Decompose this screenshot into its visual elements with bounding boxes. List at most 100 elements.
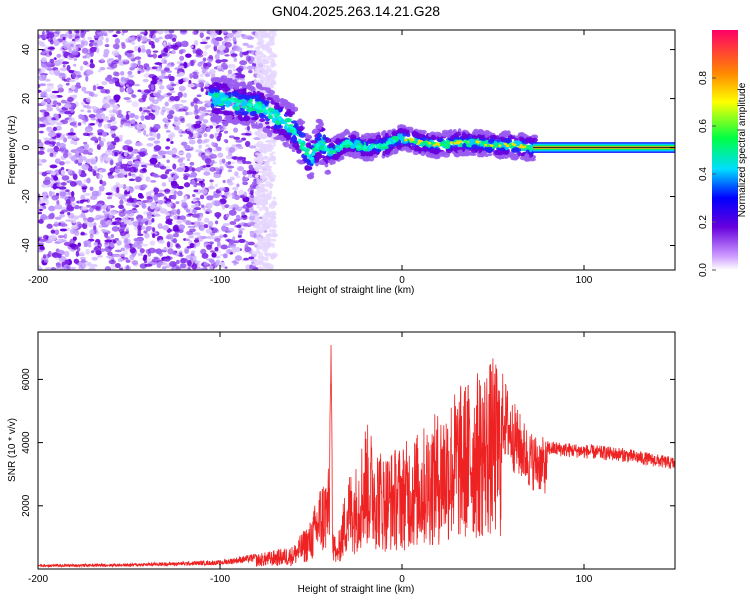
- heatmap-cell: [122, 208, 126, 213]
- heatmap-cell: [263, 78, 267, 82]
- heatmap-cell: [91, 190, 100, 197]
- heatmap-cell: [260, 256, 266, 260]
- heatmap-cell: [144, 220, 149, 226]
- heatmap-cell: [270, 58, 275, 61]
- heatmap-cell: [224, 230, 232, 234]
- heatmap-cell: [197, 78, 205, 81]
- heatmap-cell: [159, 53, 168, 57]
- heatmap-cell: [450, 135, 455, 140]
- heatmap-cell: [417, 139, 421, 143]
- heatmap-cell: [200, 267, 206, 270]
- heatmap-cell: [292, 142, 300, 148]
- heatmap-cell: [114, 80, 120, 87]
- heatmap-cell: [126, 52, 133, 58]
- heatmap-cell: [79, 65, 84, 71]
- heatmap-cell: [263, 160, 270, 166]
- heatmap-cell: [70, 244, 79, 250]
- heatmap-cell: [242, 159, 247, 164]
- heatmap-cell: [137, 47, 141, 53]
- heatmap-cell: [180, 117, 185, 123]
- heatmap-cell: [315, 157, 320, 163]
- heatmap-cell: [50, 229, 56, 234]
- heatmap-cell: [258, 160, 263, 165]
- heatmap-cell: [76, 221, 82, 227]
- heatmap-cell: [233, 240, 240, 244]
- heatmap-cell: [256, 42, 263, 46]
- heatmap-cell: [266, 96, 274, 101]
- heatmap-cell: [131, 41, 136, 45]
- heatmap-cell: [92, 170, 97, 177]
- heatmap-cell: [194, 237, 199, 241]
- heatmap-cell: [263, 100, 270, 105]
- heatmap-cell: [215, 108, 220, 113]
- heatmap-cell: [146, 257, 152, 263]
- heatmap-cell: [357, 145, 362, 149]
- heatmap-cell: [173, 117, 179, 123]
- heatmap-cell: [112, 34, 118, 38]
- heatmap-cell: [114, 249, 122, 253]
- heatmap-cell: [262, 248, 268, 252]
- heatmap-cell: [140, 218, 147, 223]
- heatmap-cell: [205, 211, 210, 214]
- heatmap-cell: [199, 180, 204, 184]
- heatmap-cell: [242, 169, 248, 176]
- heatmap-cell: [209, 87, 215, 94]
- heatmap-marks: [38, 30, 675, 270]
- heatmap-cell: [219, 82, 228, 89]
- heatmap-cell: [154, 92, 161, 98]
- heatmap-cell: [217, 52, 224, 56]
- heatmap-cell: [96, 109, 102, 114]
- heatmap-cell: [241, 100, 247, 107]
- heatmap-cell: [213, 200, 221, 207]
- heatmap-cell: [141, 111, 146, 115]
- heatmap-cell: [350, 134, 356, 139]
- heatmap-cell: [48, 205, 56, 212]
- x-tick-label: 0: [399, 574, 405, 585]
- heatmap-cell: [336, 151, 341, 158]
- heatmap-cell: [242, 42, 249, 46]
- heatmap-cell: [340, 155, 344, 159]
- heatmap-cell: [73, 58, 78, 61]
- heatmap-cell: [278, 117, 282, 121]
- heatmap-cell: [215, 59, 222, 64]
- heatmap-cell: [216, 214, 220, 219]
- heatmap-cell: [492, 134, 497, 139]
- colorbar-gradient: [712, 30, 738, 270]
- heatmap-cell: [181, 40, 189, 47]
- heatmap-cell: [131, 94, 137, 99]
- heatmap-cell: [311, 153, 316, 156]
- heatmap-cell: [86, 261, 92, 267]
- y-tick-label: 40: [21, 44, 32, 56]
- heatmap-cell: [119, 199, 124, 205]
- heatmap-cell: [74, 38, 82, 43]
- heatmap-cell: [87, 222, 94, 227]
- heatmap-cell: [64, 250, 70, 258]
- heatmap-cell: [306, 153, 311, 157]
- heatmap-cell: [254, 46, 261, 51]
- heatmap-cell: [81, 86, 87, 92]
- heatmap-cell: [241, 112, 248, 116]
- heatmap-cell: [345, 139, 350, 143]
- spectrogram-xlabel: Height of straight line (km): [298, 285, 415, 296]
- heatmap-cell: [187, 83, 195, 88]
- heatmap-cell: [265, 32, 271, 38]
- heatmap-cell: [425, 151, 431, 157]
- heatmap-cell: [190, 250, 196, 254]
- heatmap-cell: [114, 166, 120, 173]
- heatmap-cell: [254, 113, 259, 120]
- heatmap-cell: [159, 165, 167, 170]
- heatmap-cell: [262, 148, 267, 152]
- heatmap-cell: [137, 252, 144, 257]
- heatmap-cell: [180, 141, 188, 146]
- heatmap-cell: [298, 126, 304, 131]
- heatmap-cell: [128, 178, 136, 182]
- heatmap-cell: [89, 63, 95, 69]
- heatmap-cell: [252, 267, 259, 270]
- heatmap-cell: [108, 30, 114, 33]
- heatmap-cell: [140, 36, 148, 42]
- heatmap-cell: [226, 100, 233, 105]
- heatmap-cell: [331, 159, 336, 165]
- heatmap-cell: [102, 210, 106, 214]
- heatmap-cell: [193, 109, 199, 116]
- heatmap-cell: [284, 123, 289, 126]
